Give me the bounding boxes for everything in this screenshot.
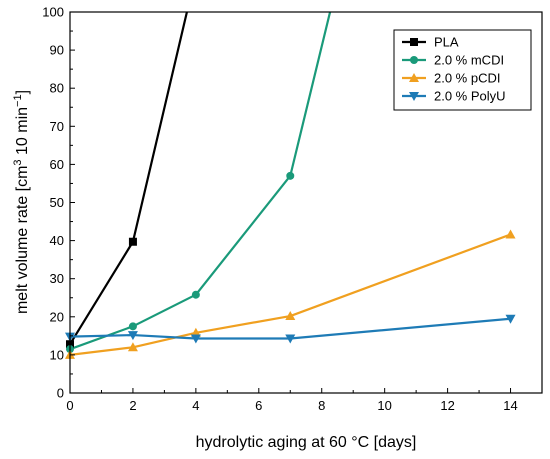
x-tick-label: 2 xyxy=(129,398,136,413)
y-tick-label: 100 xyxy=(42,5,64,20)
legend-label-2: 2.0 % pCDI xyxy=(434,71,500,86)
data-point-3-1 xyxy=(127,331,138,341)
legend-marker-0 xyxy=(410,38,418,46)
data-point-3-2 xyxy=(190,334,201,344)
y-tick-label: 10 xyxy=(50,347,64,362)
y-tick-label: 40 xyxy=(50,233,64,248)
y-axis-label-sup1: 3 xyxy=(12,159,24,165)
y-axis-label: melt volume rate [cm3 10 min−1] xyxy=(12,90,31,314)
y-axis-label-end: ] xyxy=(14,90,31,94)
y-tick-label: 30 xyxy=(50,271,64,286)
legend: PLA 2.0 % mCDI 2.0 % pCDI 2.0 % PolyU xyxy=(393,29,532,111)
legend-marker-2 xyxy=(409,73,419,82)
y-tick-label: 90 xyxy=(50,43,64,58)
x-tick-label: 6 xyxy=(255,398,262,413)
x-axis-ticks: 0 2 4 6 8 10 12 14 xyxy=(66,388,518,413)
y-axis-label-sup2: −1 xyxy=(12,94,24,107)
series-line-1 xyxy=(70,12,332,351)
data-point-3-4 xyxy=(505,314,516,324)
data-point-3-3 xyxy=(285,334,296,344)
y-axis-label-mid: 10 min xyxy=(14,107,31,159)
x-tick-label: 0 xyxy=(66,398,73,413)
data-point-1-3 xyxy=(286,171,295,180)
data-point-0-1 xyxy=(128,237,137,246)
legend-label-3: 2.0 % PolyU xyxy=(434,89,506,104)
legend-marker-3 xyxy=(409,92,419,101)
data-point-2-1 xyxy=(127,342,138,352)
legend-label-0: PLA xyxy=(434,35,459,50)
y-axis-label-main: melt volume rate [cm xyxy=(14,166,31,314)
x-tick-label: 8 xyxy=(318,398,325,413)
y-tick-label: 20 xyxy=(50,309,64,324)
y-tick-label: 0 xyxy=(57,386,64,401)
y-tick-label: 60 xyxy=(50,157,64,172)
legend-label-1: 2.0 % mCDI xyxy=(434,53,504,68)
x-tick-label: 12 xyxy=(440,398,454,413)
series-line-0 xyxy=(70,12,189,345)
data-point-2-4 xyxy=(505,229,516,239)
x-tick-label: 4 xyxy=(192,398,199,413)
y-tick-label: 50 xyxy=(50,195,64,210)
x-tick-label: 14 xyxy=(503,398,517,413)
y-tick-label: 70 xyxy=(50,119,64,134)
y-tick-label: 80 xyxy=(50,81,64,96)
data-point-1-2 xyxy=(191,290,200,299)
marker-layer xyxy=(65,171,516,359)
x-tick-label: 10 xyxy=(377,398,391,413)
data-point-2-3 xyxy=(285,311,296,321)
legend-marker-1 xyxy=(410,56,418,64)
y-axis-ticks: 0 10 20 30 40 50 60 70 80 90 100 xyxy=(42,5,75,401)
x-axis-label: hydrolytic aging at 60 °C [days] xyxy=(196,434,417,451)
data-point-1-1 xyxy=(128,322,137,331)
